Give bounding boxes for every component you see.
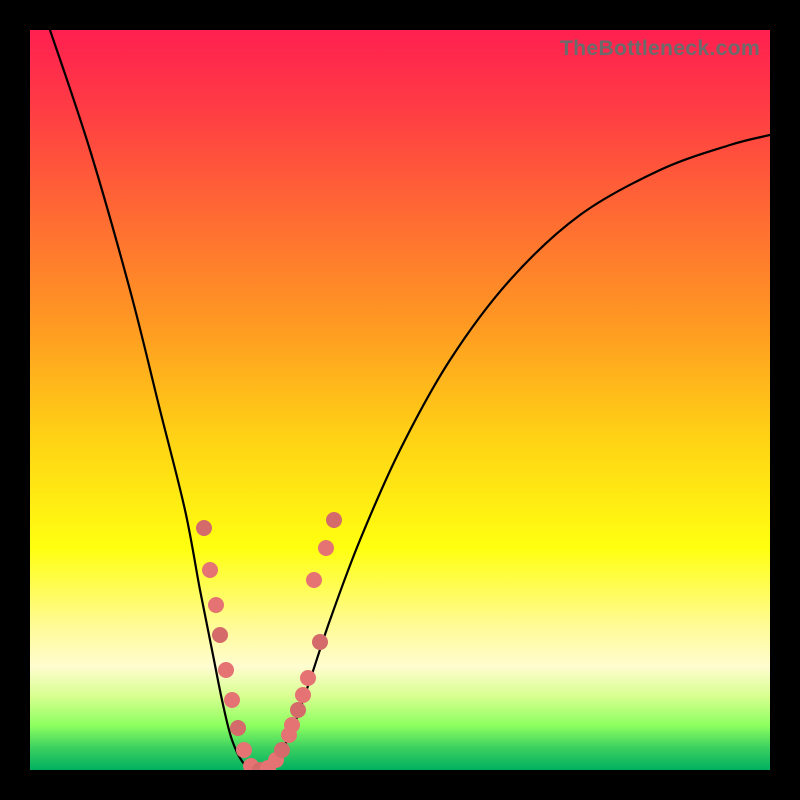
scatter-point <box>284 717 300 733</box>
bottleneck-curve-right <box>258 135 770 769</box>
scatter-point <box>224 692 240 708</box>
scatter-point <box>196 520 212 536</box>
chart-frame: TheBottleneck.com <box>0 0 800 800</box>
scatter-point <box>274 742 290 758</box>
bottleneck-curve-left <box>50 30 258 769</box>
scatter-point <box>208 597 224 613</box>
scatter-point <box>318 540 334 556</box>
scatter-point <box>236 742 252 758</box>
scatter-point <box>290 702 306 718</box>
scatter-point <box>212 627 228 643</box>
scatter-point <box>300 670 316 686</box>
scatter-point <box>326 512 342 528</box>
scatter-point <box>230 720 246 736</box>
scatter-points <box>196 512 342 770</box>
scatter-point <box>218 662 234 678</box>
scatter-point <box>202 562 218 578</box>
scatter-point <box>312 634 328 650</box>
curve-layer <box>30 30 770 770</box>
plot-area: TheBottleneck.com <box>30 30 770 770</box>
scatter-point <box>295 687 311 703</box>
scatter-point <box>306 572 322 588</box>
